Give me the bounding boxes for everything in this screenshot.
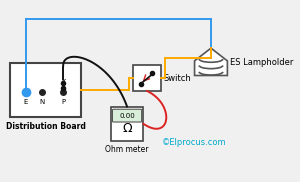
Text: P: P <box>61 99 65 105</box>
Text: Ohm meter: Ohm meter <box>105 145 149 154</box>
Text: 0.00: 0.00 <box>119 113 135 119</box>
Text: N: N <box>40 99 45 105</box>
Text: ©Elprocus.com: ©Elprocus.com <box>162 139 227 147</box>
Text: x: x <box>61 77 66 86</box>
Bar <box>111 106 143 141</box>
Text: Ω: Ω <box>122 122 132 135</box>
FancyBboxPatch shape <box>112 109 142 122</box>
Bar <box>10 63 81 117</box>
Text: Distribution Board: Distribution Board <box>6 122 86 131</box>
Bar <box>134 66 161 91</box>
Polygon shape <box>195 48 227 76</box>
Text: E: E <box>24 99 28 105</box>
Text: ES Lampholder: ES Lampholder <box>230 58 293 67</box>
Text: Switch: Switch <box>164 74 191 83</box>
